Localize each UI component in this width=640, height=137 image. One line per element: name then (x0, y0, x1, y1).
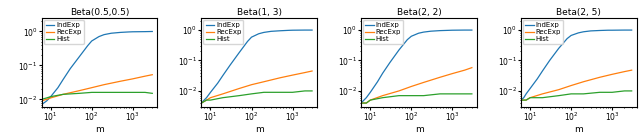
Title: Beta(2, 2): Beta(2, 2) (397, 8, 442, 17)
Legend: IndExp, RecExp, Hist: IndExp, RecExp, Hist (44, 20, 84, 44)
Legend: IndExp, RecExp, Hist: IndExp, RecExp, Hist (204, 20, 243, 44)
X-axis label: m: m (95, 125, 104, 134)
Legend: IndExp, RecExp, Hist: IndExp, RecExp, Hist (364, 20, 403, 44)
Legend: IndExp, RecExp, Hist: IndExp, RecExp, Hist (523, 20, 563, 44)
Title: Beta(0.5,0.5): Beta(0.5,0.5) (70, 8, 129, 17)
Title: Beta(2, 5): Beta(2, 5) (556, 8, 602, 17)
Title: Beta(1, 3): Beta(1, 3) (237, 8, 282, 17)
X-axis label: m: m (415, 125, 424, 134)
X-axis label: m: m (255, 125, 264, 134)
X-axis label: m: m (575, 125, 583, 134)
